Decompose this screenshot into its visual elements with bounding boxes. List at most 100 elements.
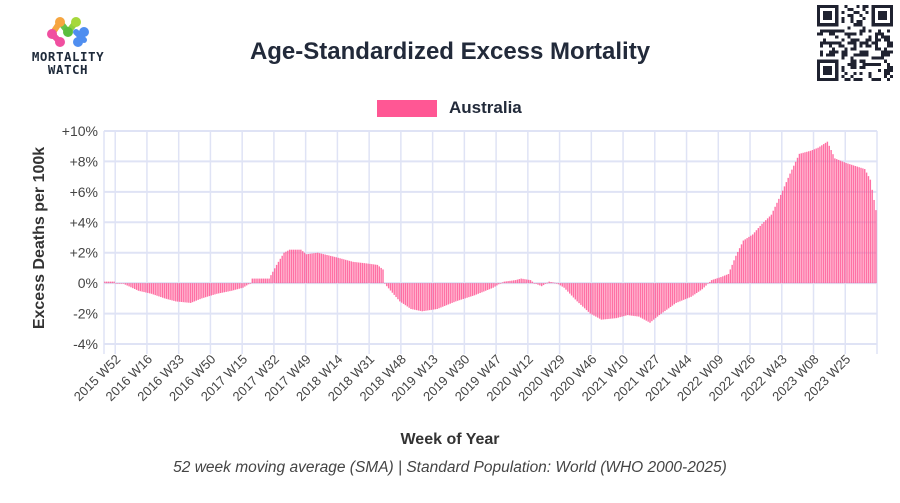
bar [320,253,323,284]
y-tick-label: +8% [70,153,98,169]
bar [268,278,270,284]
bar [225,283,227,292]
bar [778,198,780,284]
bar [811,150,814,284]
bar [436,283,438,310]
bar [563,283,565,288]
bar [137,283,140,291]
bar [145,283,147,293]
bar [858,167,860,284]
bar [410,283,412,310]
bar [302,251,304,284]
bar [645,283,647,321]
legend[interactable]: Australia [377,98,522,118]
bar [578,283,580,304]
bar [821,145,823,284]
bar [695,283,698,294]
bar [692,283,694,296]
qr-code-icon[interactable] [817,5,893,81]
bar [354,262,356,284]
bar [483,283,485,292]
bar [860,167,862,284]
bar [875,210,877,284]
bar [522,278,524,284]
bar [843,162,845,284]
bar [120,283,123,284]
bar [251,278,254,284]
bar [335,257,338,284]
bar [141,283,143,292]
bar [182,283,184,303]
bar [541,283,543,287]
bar [763,221,765,284]
bar [195,283,198,301]
bar [223,283,226,293]
bar [705,283,707,286]
bar [165,283,168,299]
bar [361,262,364,284]
bar [217,283,220,294]
bar [285,251,287,284]
bar [191,283,194,303]
bar [597,283,599,318]
bar [772,210,774,284]
bar [300,249,302,284]
bar [731,264,733,284]
bar [735,255,737,284]
bar [580,283,582,305]
bar [156,283,158,296]
bar [279,258,282,284]
bar [507,281,509,284]
bar [309,253,311,284]
bar [160,283,162,298]
bar [505,281,507,284]
bar [503,281,506,284]
bar [619,283,621,318]
bar [333,256,336,284]
bar [570,283,573,296]
bar [826,141,829,284]
bar [785,182,788,284]
bar [828,145,830,284]
bar [841,161,844,284]
bar [247,283,250,285]
bar [606,283,608,320]
bar [602,283,605,320]
bar [107,281,110,284]
bar [453,283,455,303]
bar [257,278,259,284]
legend-label-australia: Australia [449,98,522,117]
bar [673,283,675,305]
bar [124,283,127,285]
bar [447,283,450,305]
bar [583,283,586,309]
bar [639,283,642,318]
logo-line2: WATCH [47,62,89,77]
bar [490,283,493,289]
bar [113,281,115,284]
bar [494,283,496,287]
bar [128,283,130,287]
bar [212,283,214,295]
bar [210,283,212,296]
bar [526,279,528,284]
bar [694,283,696,295]
bar [458,283,461,301]
bar [684,283,687,300]
bar [802,152,804,284]
bar [744,239,746,284]
bar [589,283,591,314]
y-tick-label: -2% [73,306,98,322]
bar [432,283,435,310]
bar [132,283,134,289]
bar [384,283,386,284]
bar [725,274,728,284]
bar [449,283,451,304]
bar [316,252,319,284]
bar [481,283,483,293]
bar [679,283,681,302]
bar [331,256,334,284]
bar [204,283,207,298]
bar [161,283,164,298]
bar [733,260,735,284]
